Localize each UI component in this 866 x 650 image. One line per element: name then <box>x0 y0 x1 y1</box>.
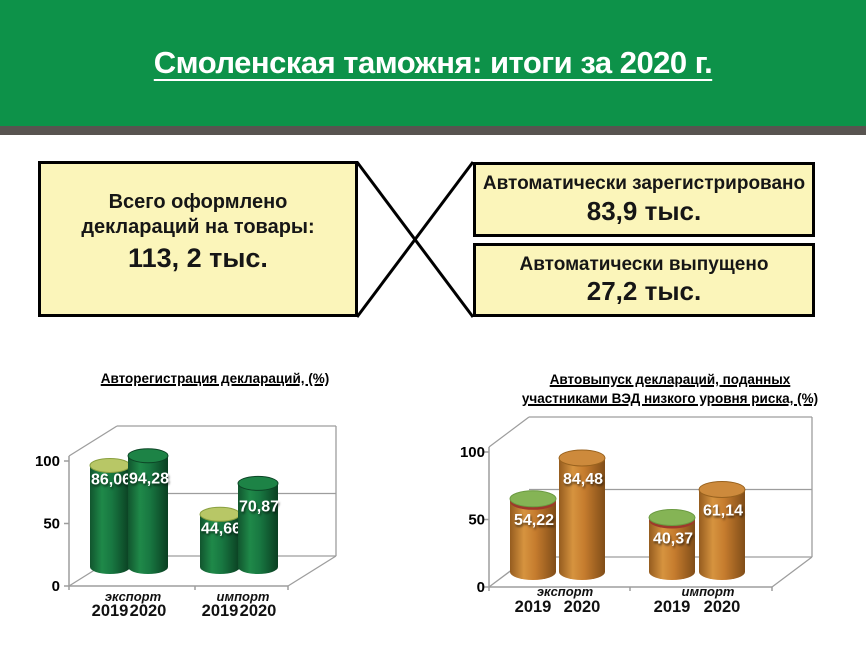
connector-line-up <box>356 161 475 318</box>
autoregistration-chart-title: Авторегистрация деклараций, (%) <box>10 369 420 388</box>
year-label: 2019 <box>92 602 129 620</box>
category-label: экспорт <box>537 584 594 599</box>
bar-value-label: 84,48 <box>563 471 603 488</box>
y-axis-tick-label: 0 <box>52 578 60 595</box>
y-axis-tick-label: 50 <box>468 512 485 529</box>
autoregistration-chart-title-text: Авторегистрация деклараций, (%) <box>100 371 330 386</box>
y-axis-tick-label: 100 <box>35 453 60 470</box>
bar-value-label: 94,28 <box>129 471 169 488</box>
auto-released-value: 27,2 тыс. <box>586 276 702 307</box>
category-label: экспорт <box>105 589 162 604</box>
bar-value-label: 44,66 <box>201 520 241 537</box>
bar-value-label: 61,14 <box>703 502 743 519</box>
total-declarations-box: Всего оформлено деклараций на товары: 11… <box>38 161 358 317</box>
bar-value-label: 40,37 <box>653 531 693 548</box>
bar-value-label: 70,87 <box>239 498 279 515</box>
auto-registered-label: Автоматически зарегистрировано <box>482 173 806 195</box>
year-label: 2020 <box>564 598 601 616</box>
year-label: 2020 <box>130 602 167 620</box>
total-label-line1: Всего оформлено <box>108 191 288 214</box>
year-label: 2019 <box>654 598 691 616</box>
auto-released-label: Автоматически выпущено <box>519 253 769 275</box>
category-label: импорт <box>217 589 270 604</box>
auto-registered-value: 83,9 тыс. <box>586 195 702 226</box>
header-shadow <box>0 126 866 135</box>
y-axis-tick-label: 50 <box>43 516 60 533</box>
bar-value-label: 54,22 <box>514 512 554 529</box>
autorelease-chart-title: Автовыпуск деклараций, поданных участник… <box>455 370 866 408</box>
slide-title: Смоленская таможня: итоги за 2020 г. <box>153 45 713 80</box>
year-label: 2019 <box>515 598 552 616</box>
autorelease-chart-title-line2: участниками ВЭД низкого уровня риска, (%… <box>521 391 819 406</box>
bar-value-label: 86,06 <box>91 471 131 488</box>
crossing-connector-lines <box>356 161 475 318</box>
y-axis-tick-label: 100 <box>460 444 485 461</box>
y-axis-tick-label: 0 <box>477 579 485 596</box>
header-banner: Смоленская таможня: итоги за 2020 г. <box>0 0 866 126</box>
year-label: 2020 <box>704 598 741 616</box>
total-label-line2: деклараций на товары: <box>81 215 315 238</box>
autorelease-chart-title-line1: Автовыпуск деклараций, поданных <box>549 372 791 387</box>
auto-registered-box: Автоматически зарегистрировано 83,9 тыс. <box>473 162 815 237</box>
auto-released-box: Автоматически выпущено 27,2 тыс. <box>473 243 815 317</box>
year-label: 2019 <box>202 602 239 620</box>
total-value: 113, 2 тыс. <box>128 242 268 273</box>
category-label: импорт <box>682 584 735 599</box>
year-label: 2020 <box>240 602 277 620</box>
